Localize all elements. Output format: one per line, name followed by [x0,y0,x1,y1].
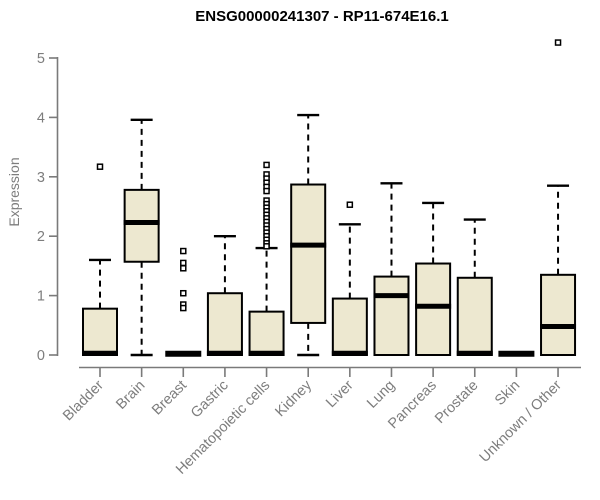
iqr-box [206,292,243,356]
outlier-point [180,247,187,255]
outlier-point [180,289,187,297]
x-tick-label-skin: Skin [492,378,523,409]
iqr-box [248,310,285,356]
outlier-point [180,259,187,267]
x-tick-label-breast: Breast [149,378,190,419]
iqr-box [540,273,577,356]
box-hematopoietic-cells [248,161,285,356]
box-kidney [290,113,327,357]
iqr-box [290,183,327,324]
box-liver [331,201,368,357]
box-gastric [206,234,243,356]
x-tick-label-lung: Lung [364,378,398,412]
y-tick-label: 2 [37,229,45,245]
box-unknown-other [540,39,577,356]
y-tick-label: 1 [37,289,45,305]
iqr-box [373,275,410,357]
box-brain [123,118,160,357]
y-tick-label: 3 [37,170,45,186]
iqr-box [82,307,118,356]
y-tick-label: 5 [37,51,45,67]
outlier-point [346,201,354,208]
outlier-point [263,243,270,250]
outlier-point [554,39,562,46]
outlier-point [263,187,270,195]
box-pancreas [415,201,452,356]
x-tick-label-kidney: Kidney [272,377,315,420]
box-lung [373,182,410,357]
x-tick-label-brain: Brain [113,378,148,413]
iqr-box [331,297,368,357]
y-tick-label: 0 [37,348,45,364]
outlier-point [96,163,104,170]
box-prostate [456,218,493,356]
iqr-box [415,262,452,356]
iqr-box [456,276,493,356]
box-bladder [82,163,118,356]
y-tick-label: 4 [37,110,45,126]
outlier-point [263,161,270,169]
outlier-point [180,265,187,272]
outlier-point [180,304,187,312]
x-tick-label-liver: Liver [323,377,357,411]
x-tick-label-prostate: Prostate [432,378,481,427]
x-tick-label-bladder: Bladder [60,377,107,424]
iqr-box [123,188,160,263]
chart-title: ENSG00000241307 - RP11-674E16.1 [195,8,449,25]
box-breast [165,247,202,357]
